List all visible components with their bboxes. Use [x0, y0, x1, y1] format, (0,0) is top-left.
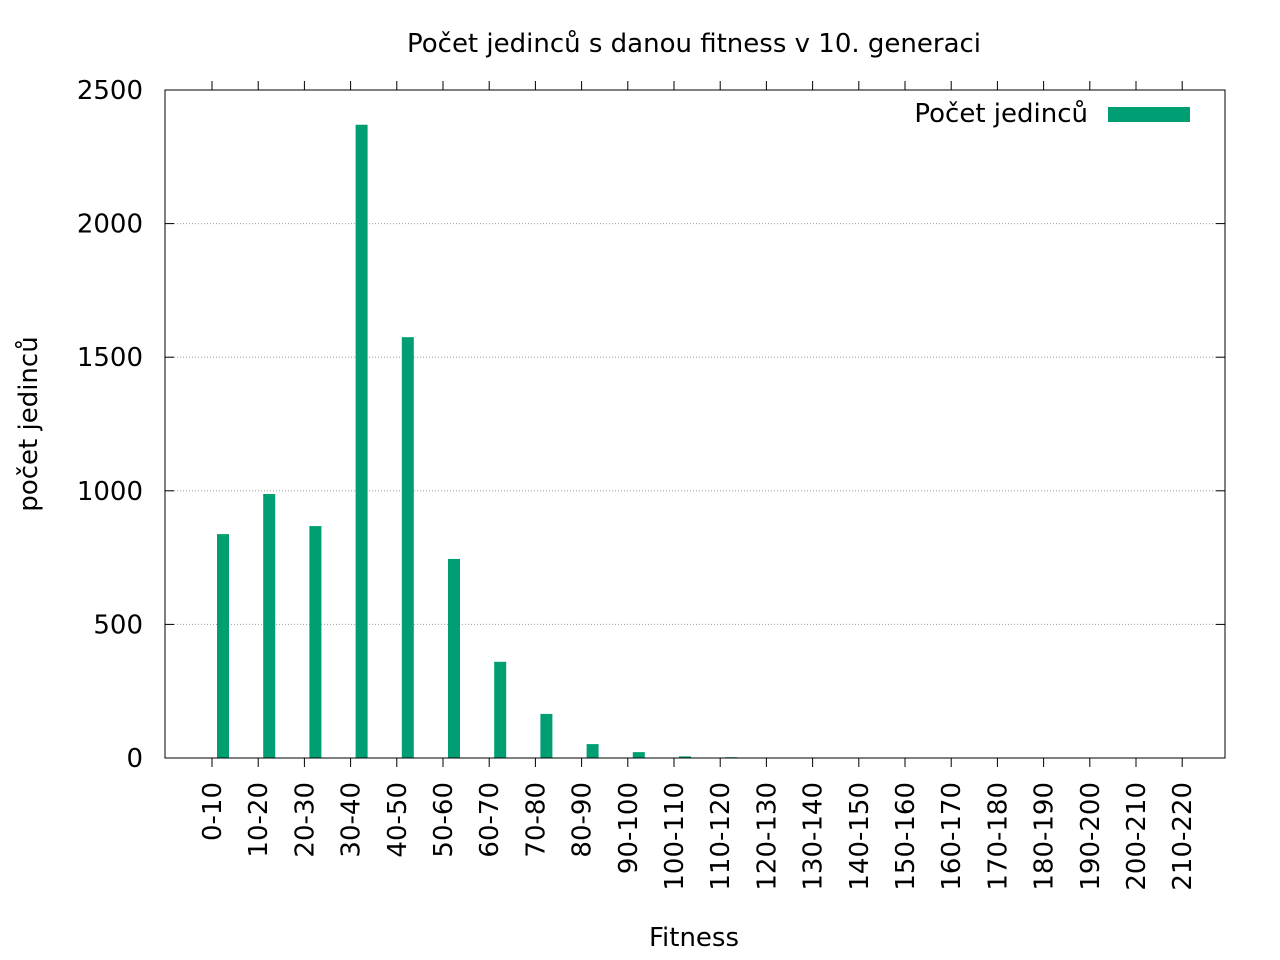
- x-tick-label: 100-110: [660, 782, 690, 891]
- y-tick-label: 2500: [77, 76, 143, 106]
- x-tick-label: 120-130: [752, 782, 782, 891]
- bar: [401, 337, 414, 758]
- x-tick-label: 190-200: [1076, 782, 1106, 891]
- x-tick-label: 80-90: [568, 782, 598, 858]
- x-axis: 0-10 10-20 20-30 30-40 40-50 50-60 60-70 70-80 8…: [198, 81, 1198, 891]
- legend-swatch: [1108, 107, 1190, 122]
- x-tick-label: 40-50: [383, 782, 413, 858]
- bar: [217, 534, 229, 758]
- x-tick-label: 170-180: [983, 782, 1013, 891]
- legend: Počet jedinců: [914, 99, 1190, 129]
- y-tick-label: 0: [126, 744, 143, 774]
- x-tick-label: 200-210: [1122, 782, 1152, 891]
- x-tick-label: 70-80: [521, 782, 551, 858]
- legend-label: Počet jedinců: [914, 99, 1088, 129]
- plot-border: [164, 89, 1226, 759]
- x-tick-label: 0-10: [198, 782, 228, 841]
- y-tick-label: 2000: [77, 210, 143, 240]
- x-tick-label: 130-140: [799, 782, 829, 891]
- y-tick-label: 500: [93, 610, 143, 640]
- y-axis-label: počet jedinců: [14, 336, 44, 511]
- x-tick-label: 140-150: [845, 782, 875, 891]
- y-tick-label: 1000: [77, 477, 143, 507]
- bar: [355, 124, 368, 758]
- x-tick-label: 60-70: [475, 782, 505, 858]
- gridlines: [165, 223, 1225, 625]
- x-tick-label: 20-30: [290, 782, 320, 858]
- x-tick-label: 150-160: [891, 782, 921, 891]
- chart-title: Počet jedinců s danou fitness v 10. gene…: [407, 29, 981, 59]
- x-tick-label: 10-20: [244, 782, 274, 858]
- x-tick-label: 90-100: [614, 782, 644, 874]
- y-tick-label: 1500: [77, 343, 143, 373]
- bar: [540, 713, 553, 758]
- x-tick-label: 110-120: [706, 782, 736, 891]
- x-tick-label: 160-170: [937, 782, 967, 891]
- bar: [679, 756, 691, 758]
- x-axis-label: Fitness: [649, 923, 739, 953]
- bar: [448, 558, 460, 758]
- x-tick-label: 180-190: [1030, 782, 1060, 891]
- x-tick-label: 210-220: [1168, 782, 1198, 891]
- y-axis: 0 500 1000 1500 2000 2500: [77, 76, 1225, 774]
- bar: [586, 744, 599, 758]
- bar: [494, 661, 507, 758]
- bar: [263, 494, 276, 758]
- x-tick-label: 30-40: [337, 782, 367, 858]
- x-tick-label: 50-60: [429, 782, 459, 858]
- bar: [309, 526, 322, 758]
- bar: [632, 752, 645, 758]
- bars: [217, 124, 738, 758]
